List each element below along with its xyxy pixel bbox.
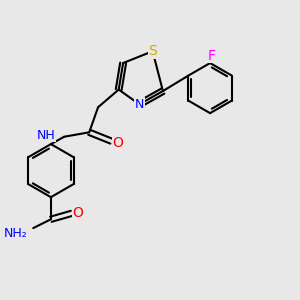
Text: NH: NH (37, 129, 55, 142)
Text: O: O (112, 136, 123, 150)
Text: F: F (208, 49, 216, 63)
Text: NH₂: NH₂ (4, 227, 28, 240)
Text: S: S (148, 44, 157, 58)
Text: O: O (73, 206, 83, 220)
Text: N: N (135, 98, 144, 111)
